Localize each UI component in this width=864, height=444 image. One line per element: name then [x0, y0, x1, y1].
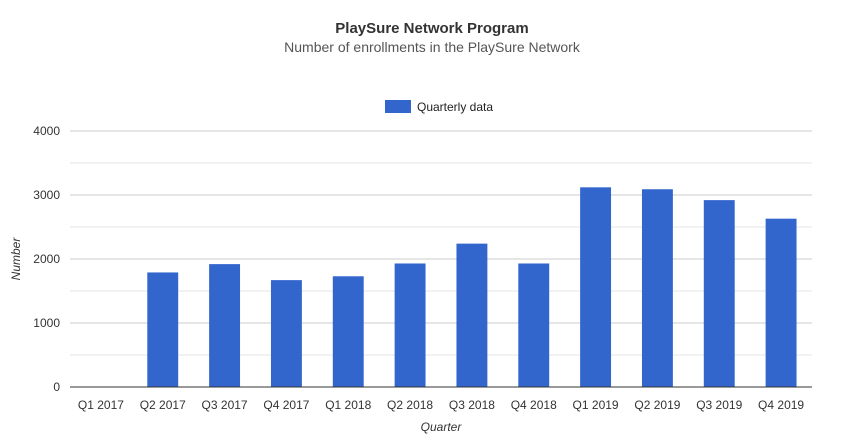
x-tick-label: Q3 2019	[696, 398, 742, 412]
y-tick-label: 2000	[33, 252, 60, 266]
bar-q1-2018[interactable]	[332, 276, 364, 387]
bar-q3-2017[interactable]	[209, 264, 241, 387]
y-tick-label: 0	[53, 380, 60, 394]
bar-q4-2018[interactable]	[518, 263, 550, 387]
x-tick-label: Q1 2018	[325, 398, 371, 412]
x-tick-label: Q2 2018	[387, 398, 433, 412]
bar-q1-2019[interactable]	[580, 187, 612, 387]
y-tick-label: 3000	[33, 188, 60, 202]
x-tick-label: Q2 2019	[634, 398, 680, 412]
x-tick-label: Q4 2019	[758, 398, 804, 412]
x-axis-label: Quarter	[421, 420, 463, 434]
y-axis-ticks: 0 1000 2000 3000 4000	[33, 124, 60, 394]
x-tick-label: Q1 2017	[78, 398, 124, 412]
x-axis-ticks: Q1 2017 Q2 2017 Q3 2017 Q4 2017 Q1 2018 Q2 20…	[78, 398, 805, 412]
x-tick-label: Q4 2018	[511, 398, 557, 412]
x-tick-label: Q3 2018	[449, 398, 495, 412]
gridlines	[70, 130, 812, 356]
chart-title: PlaySure Network Program	[335, 20, 528, 37]
bar-q3-2018[interactable]	[456, 243, 488, 387]
legend-swatch	[385, 100, 411, 113]
x-tick-label: Q3 2017	[202, 398, 248, 412]
x-tick-label: Q1 2019	[573, 398, 619, 412]
x-tick-label: Q2 2017	[140, 398, 186, 412]
bar-q4-2017[interactable]	[270, 280, 302, 387]
bar-q2-2019[interactable]	[641, 189, 673, 387]
bar-q2-2018[interactable]	[394, 263, 426, 387]
bars	[147, 187, 797, 387]
bar-q3-2019[interactable]	[703, 200, 735, 387]
y-tick-label: 4000	[33, 124, 60, 138]
bar-q2-2017[interactable]	[147, 272, 179, 387]
legend: Quarterly data	[385, 100, 493, 114]
y-tick-label: 1000	[33, 316, 60, 330]
y-axis-label: Number	[9, 237, 23, 281]
legend-label: Quarterly data	[417, 100, 493, 114]
bar-q4-2019[interactable]	[765, 218, 797, 387]
chart-subtitle: Number of enrollments in the PlaySure Ne…	[284, 39, 581, 55]
x-tick-label: Q4 2017	[263, 398, 309, 412]
